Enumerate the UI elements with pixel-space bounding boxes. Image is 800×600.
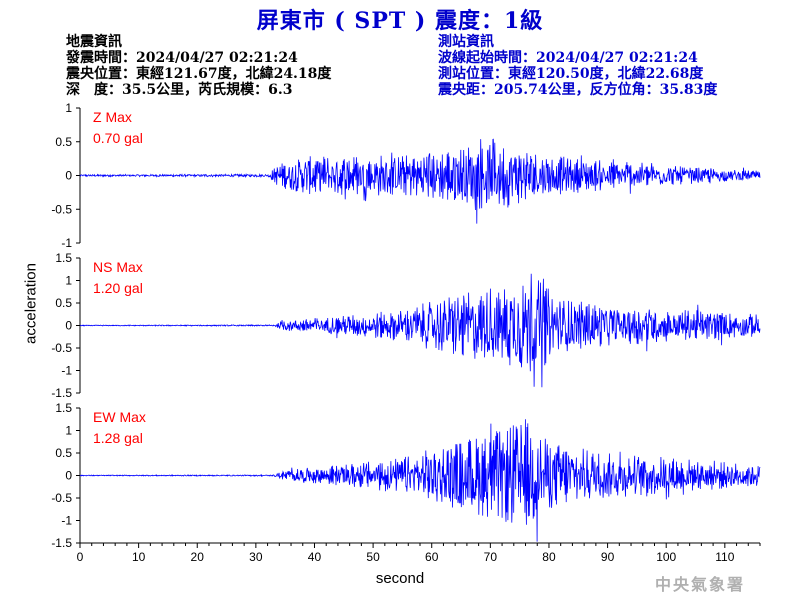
y-tick-label-ew: 1 (65, 424, 72, 438)
max-value-z: 0.70 gal (93, 130, 143, 146)
max-label-ns: NS Max (93, 259, 143, 275)
waveform-ew (79, 419, 761, 542)
y-tick-label-z: 0.5 (55, 135, 72, 149)
x-tick-label: 80 (542, 550, 556, 564)
wave-start-time: 波線起始時間：2024/04/27 02:21:24 (438, 50, 698, 66)
max-value-ns: 1.20 gal (93, 280, 143, 296)
y-tick-label-ns: 0.5 (55, 296, 72, 310)
x-tick-label: 90 (601, 550, 615, 564)
y-tick-label-ew: -1.5 (51, 536, 72, 550)
depth-magnitude: 深 度：35.5公里，芮氏規模：6.3 (66, 82, 293, 98)
waveform-z (79, 138, 761, 224)
y-tick-label-z: 1 (65, 101, 72, 115)
y-tick-label-ew: 0.5 (55, 446, 72, 460)
y-tick-label-ew: -1 (61, 514, 72, 528)
y-tick-label-ew: -0.5 (51, 491, 72, 505)
x-tick-label: 30 (249, 550, 263, 564)
y-tick-label-ns: -1 (61, 364, 72, 378)
y-tick-label-ns: -1.5 (51, 386, 72, 400)
y-tick-label-z: -0.5 (51, 202, 72, 216)
max-label-ew: EW Max (93, 409, 146, 425)
earthquake-info-heading: 地震資訊 (66, 34, 122, 50)
y-tick-label-ew: 1.5 (55, 401, 72, 415)
agency-watermark: 中央氣象署 (655, 575, 746, 594)
y-tick-label-z: -1 (61, 236, 72, 250)
max-value-ew: 1.28 gal (93, 430, 143, 446)
origin-time: 發震時間：2024/04/27 02:21:24 (66, 50, 298, 66)
y-tick-label-ns: 0 (65, 319, 72, 333)
station-info-heading: 測站資訊 (438, 34, 494, 50)
x-tick-label: 0 (77, 550, 84, 564)
chart-title: 屏東市 ( SPT ) 震度：1級 (256, 8, 544, 34)
station-location: 測站位置：東經120.50度，北緯22.68度 (438, 66, 704, 82)
y-tick-label-ew: 0 (65, 469, 72, 483)
x-tick-label: 50 (366, 550, 380, 564)
y-tick-label-z: 0 (65, 169, 72, 183)
max-label-z: Z Max (93, 109, 132, 125)
distance-azimuth: 震央距：205.74公里，反方位角：35.83度 (438, 82, 718, 98)
x-tick-label: 20 (191, 550, 205, 564)
x-tick-label: 100 (656, 550, 676, 564)
station-info-block: 測站資訊 波線起始時間：2024/04/27 02:21:24 測站位置：東經1… (438, 34, 717, 98)
x-tick-label: 40 (308, 550, 322, 564)
y-tick-label-ns: 1.5 (55, 251, 72, 265)
x-tick-label: 70 (484, 550, 498, 564)
y-axis-label: acceleration (22, 263, 40, 344)
epicenter-location: 震央位置：東經121.67度，北緯24.18度 (66, 66, 332, 82)
x-axis-label: second (375, 570, 425, 587)
x-tick-label: 60 (425, 550, 439, 564)
y-tick-label-ns: 1 (65, 274, 72, 288)
x-tick-label: 10 (132, 550, 146, 564)
earthquake-info-block: 地震資訊 發震時間：2024/04/27 02:21:24 震央位置：東經121… (66, 34, 331, 98)
y-tick-label-ns: -0.5 (51, 341, 72, 355)
waveform-ns (79, 273, 761, 388)
x-tick-label: 110 (715, 550, 734, 564)
